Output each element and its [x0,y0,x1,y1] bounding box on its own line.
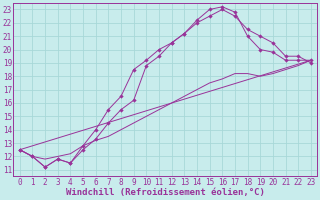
X-axis label: Windchill (Refroidissement éolien,°C): Windchill (Refroidissement éolien,°C) [66,188,265,197]
